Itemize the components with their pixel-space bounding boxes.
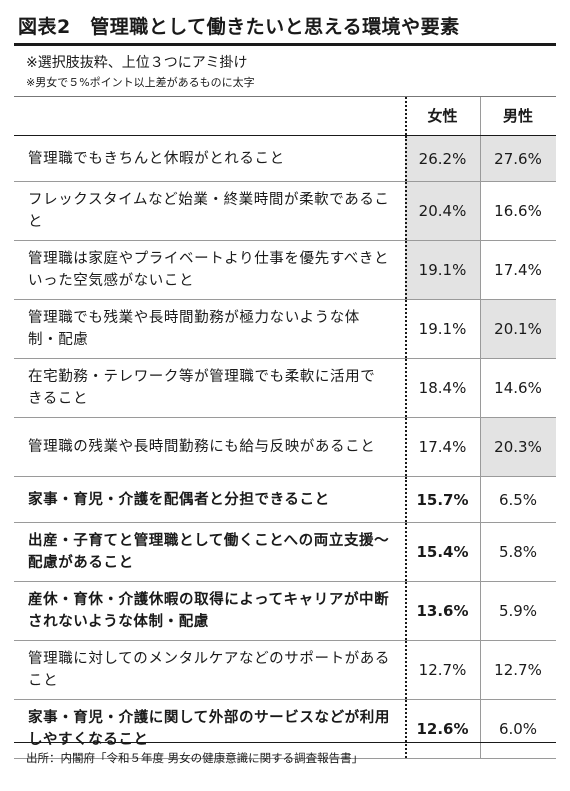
note-bold: ※男女で５%ポイント以上差があるものに太字: [26, 76, 255, 89]
male-value: 6.5%: [498, 490, 538, 509]
header-female: 女性: [427, 107, 458, 125]
header-male: 男性: [502, 107, 533, 125]
table-bottom-rule: [14, 742, 556, 743]
female-value: 12.6%: [416, 720, 469, 738]
male-value: 20.3%: [480, 418, 556, 476]
row-label: 管理職でも残業や長時間勤務が極力ないような体制・配慮: [28, 310, 360, 348]
row-label: 管理職は家庭やプライベートより仕事を優先すべきといった空気感がないこと: [28, 251, 390, 289]
table-row: 家事・育児・介護に関して外部のサービスなどが利用しやすくなること 12.6% 6.0…: [14, 700, 556, 759]
table-row: 出産・子育てと管理職として働くことへの両立支援～配慮があること 15.4% 5.8%: [14, 523, 556, 582]
male-value: 20.1%: [480, 300, 556, 358]
female-value: 13.6%: [416, 602, 469, 620]
female-value: 17.4%: [418, 438, 467, 456]
column-divider-dotted: [405, 97, 407, 135]
page-title: 図表2 管理職として働きたいと思える環境や要素: [18, 16, 460, 38]
table-header-row: 女性 男性: [14, 96, 556, 136]
male-value: 17.4%: [494, 261, 542, 279]
male-value: 14.6%: [494, 379, 542, 397]
row-label: 産休・育休・介護休暇の取得によってキャリアが中断されないような体制・配慮: [28, 592, 390, 630]
male-value: 6.0%: [498, 720, 538, 738]
male-value: 27.6%: [480, 136, 556, 181]
column-divider: [480, 641, 481, 699]
data-table: 女性 男性 管理職でもきちんと休暇がとれること 26.2% 27.6% フレックスタイ…: [14, 96, 556, 759]
table-row: 管理職に対してのメンタルケアなどのサポートがあること 12.7% 12.7%: [14, 641, 556, 700]
row-label: 出産・子育てと管理職として働くことへの両立支援～配慮があること: [28, 533, 390, 571]
female-value: 26.2%: [405, 136, 480, 181]
row-label: 管理職に対してのメンタルケアなどのサポートがあること: [28, 651, 390, 689]
source-note: 出所：内閣府「令和５年度 男女の健康意識に関する調査報告書」: [26, 751, 364, 765]
male-value: 12.7%: [494, 661, 542, 679]
column-divider: [480, 700, 481, 758]
column-divider: [480, 241, 481, 299]
column-divider: [480, 523, 481, 581]
column-divider: [480, 359, 481, 417]
column-divider: [480, 182, 481, 240]
title-bar: 図表2 管理職として働きたいと思える環境や要素: [14, 12, 556, 46]
female-value: 12.7%: [418, 661, 467, 679]
row-label: フレックスタイムなど始業・終業時間が柔軟であること: [28, 192, 390, 230]
column-divider-dotted: [405, 300, 407, 358]
table-row: 家事・育児・介護を配偶者と分担できること 15.7% 6.5%: [14, 477, 556, 523]
table-row: 管理職の残業や長時間勤務にも給与反映があること 17.4% 20.3%: [14, 418, 556, 477]
column-divider: [480, 582, 481, 640]
column-divider: [480, 300, 481, 358]
column-divider-dotted: [405, 182, 407, 240]
column-divider-dotted: [405, 477, 407, 522]
row-label: 家事・育児・介護に関して外部のサービスなどが利用しやすくなること: [28, 710, 390, 748]
column-divider-dotted: [405, 523, 407, 581]
column-divider: [480, 477, 481, 522]
female-value: 15.4%: [416, 543, 469, 561]
row-label: 管理職の残業や長時間勤務にも給与反映があること: [28, 439, 376, 455]
column-divider: [480, 97, 481, 135]
table-row: フレックスタイムなど始業・終業時間が柔軟であること 20.4% 16.6%: [14, 182, 556, 241]
column-divider-dotted: [405, 241, 407, 299]
row-label: 在宅勤務・テレワーク等が管理職でも柔軟に活用できること: [28, 369, 376, 407]
column-divider: [480, 136, 481, 181]
row-label: 管理職でもきちんと休暇がとれること: [28, 150, 285, 167]
table-row: 管理職は家庭やプライベートより仕事を優先すべきといった空気感がないこと 19.1%…: [14, 241, 556, 300]
female-value: 18.4%: [418, 379, 467, 397]
female-value: 19.1%: [405, 241, 480, 299]
table-row: 在宅勤務・テレワーク等が管理職でも柔軟に活用できること 18.4% 14.6%: [14, 359, 556, 418]
female-value: 15.7%: [416, 490, 469, 509]
column-divider-dotted: [405, 700, 407, 758]
row-label: 家事・育児・介護を配偶者と分担できること: [28, 491, 330, 508]
table-body: 管理職でもきちんと休暇がとれること 26.2% 27.6% フレックスタイムなど始業・…: [14, 136, 556, 759]
column-divider-dotted: [405, 641, 407, 699]
male-value: 5.9%: [498, 602, 538, 620]
male-value: 16.6%: [494, 202, 542, 220]
column-divider-dotted: [405, 359, 407, 417]
note-shading: ※選択肢抜粋、上位３つにアミ掛け: [26, 55, 248, 71]
column-divider: [480, 418, 481, 476]
table-row: 管理職でもきちんと休暇がとれること 26.2% 27.6%: [14, 136, 556, 182]
female-value: 19.1%: [418, 320, 467, 338]
table-row: 産休・育休・介護休暇の取得によってキャリアが中断されないような体制・配慮 13.6…: [14, 582, 556, 641]
table-row: 管理職でも残業や長時間勤務が極力ないような体制・配慮 19.1% 20.1%: [14, 300, 556, 359]
column-divider-dotted: [405, 418, 407, 476]
column-divider-dotted: [405, 582, 407, 640]
female-value: 20.4%: [405, 182, 480, 240]
male-value: 5.8%: [498, 543, 538, 561]
column-divider-dotted: [405, 136, 407, 181]
